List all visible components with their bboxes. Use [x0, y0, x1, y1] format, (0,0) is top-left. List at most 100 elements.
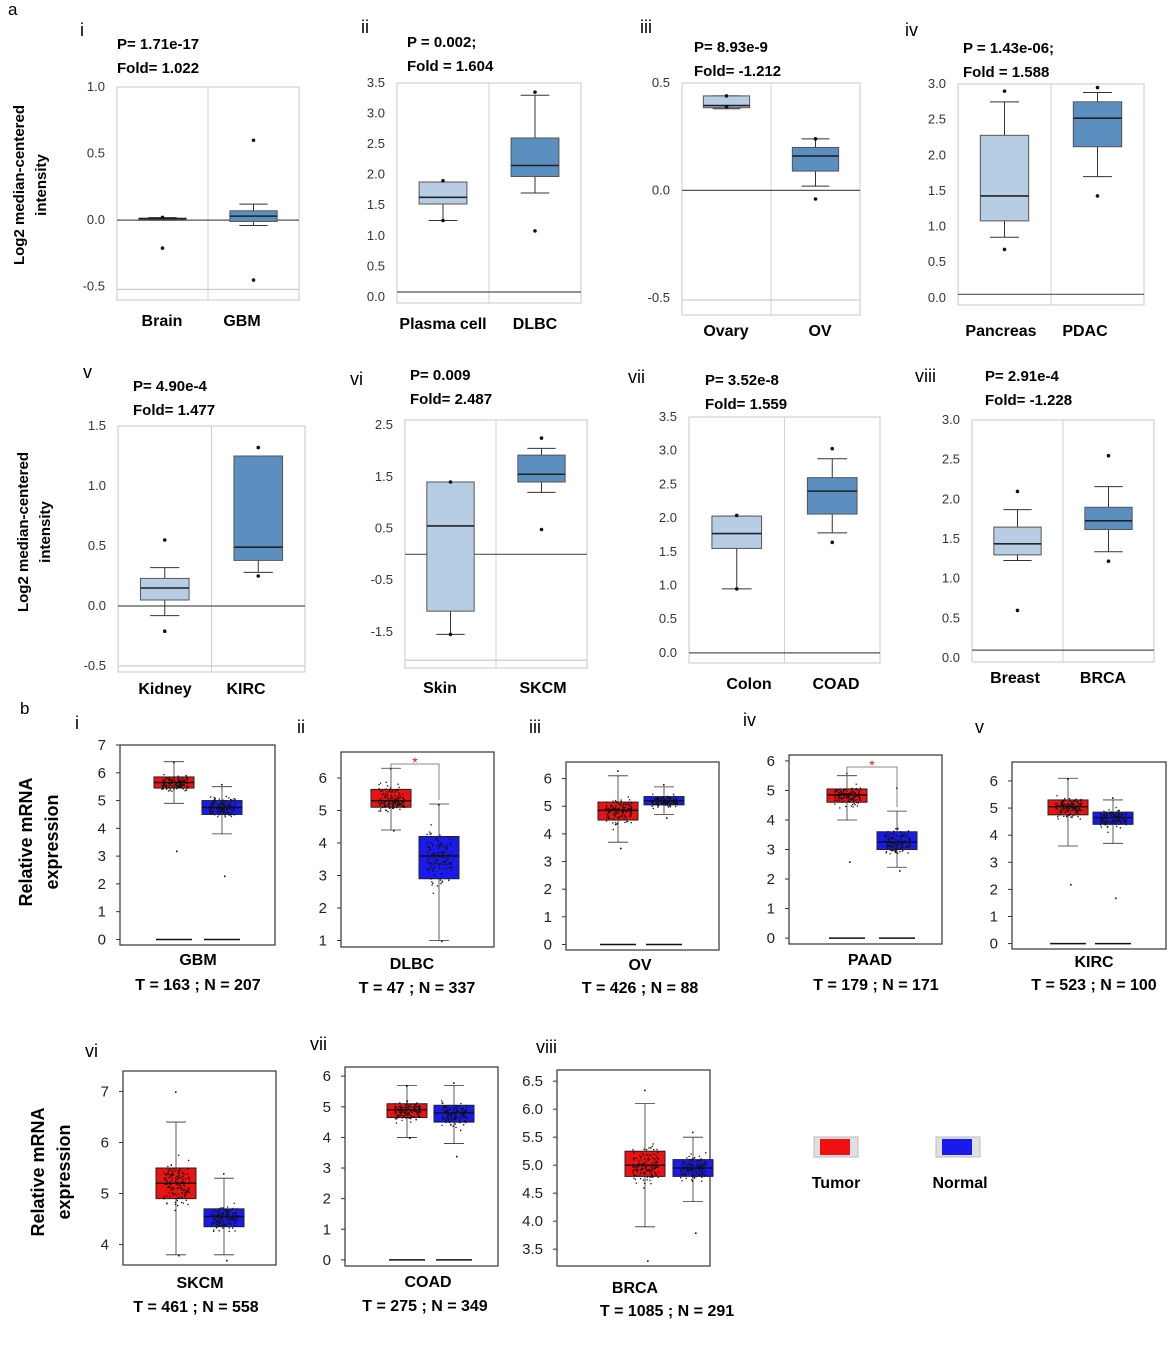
data-point: [234, 802, 237, 804]
category-label: BRCA: [1080, 670, 1127, 687]
data-point: [1075, 800, 1077, 803]
data-point: [670, 797, 672, 799]
data-point: [169, 1167, 171, 1170]
data-point: [655, 797, 657, 799]
panel-letter-b: b: [20, 699, 29, 718]
data-point: [226, 809, 228, 811]
data-point: [177, 1187, 179, 1189]
data-point: [649, 1169, 651, 1172]
data-point: [465, 1111, 467, 1113]
data-point: [178, 1154, 180, 1156]
data-point: [1113, 819, 1116, 821]
data-point: [236, 1215, 238, 1218]
data-point: [455, 1115, 457, 1117]
data-point: [433, 853, 436, 855]
data-point: [700, 1164, 703, 1166]
data-point: [857, 802, 860, 804]
data-point: [380, 808, 382, 810]
data-point: [1056, 804, 1058, 807]
data-point: [1072, 815, 1074, 817]
data-point: [187, 1189, 189, 1191]
data-point: [635, 1182, 638, 1184]
data-point: [461, 1117, 463, 1119]
data-point: [884, 836, 887, 838]
significance-star: *: [869, 757, 875, 773]
data-point: [855, 783, 857, 785]
data-point: [187, 1203, 189, 1206]
data-point: [383, 802, 385, 805]
data-point: [183, 784, 185, 786]
data-point: [1100, 819, 1102, 821]
category-label: Skin: [423, 680, 457, 697]
data-point: [907, 852, 909, 854]
data-point: [1063, 797, 1066, 800]
data-point: [834, 794, 836, 796]
data-point: [1116, 818, 1118, 821]
data-point: [185, 774, 187, 777]
data-point: [179, 781, 181, 784]
data-point: [392, 796, 394, 799]
data-point: [415, 1103, 417, 1105]
y-tick-label: 1: [990, 908, 998, 925]
data-point: [446, 1109, 449, 1111]
data-point: [675, 802, 677, 805]
y-tick-label: 6: [544, 771, 552, 788]
data-point: [456, 1155, 458, 1158]
data-point: [1112, 816, 1114, 818]
y-tick-label: 3.5: [522, 1241, 543, 1258]
data-point: [218, 1213, 221, 1215]
data-point: [639, 1178, 642, 1180]
data-point: [234, 1214, 237, 1217]
data-point: [902, 844, 904, 846]
data-point: [418, 1104, 420, 1107]
data-point: [656, 1166, 658, 1168]
data-point: [380, 810, 382, 812]
data-point: [637, 1166, 640, 1168]
data-point: [436, 860, 438, 862]
data-point: [702, 1165, 704, 1168]
data-point: [612, 822, 614, 824]
data-point: [180, 1201, 183, 1204]
outlier-point: [1002, 247, 1007, 252]
data-point: [1117, 819, 1119, 821]
data-point: [610, 810, 612, 812]
data-point: [220, 807, 223, 809]
data-point: [410, 1106, 412, 1108]
data-point: [385, 781, 387, 784]
data-point: [394, 1106, 396, 1108]
data-point: [224, 875, 226, 878]
data-point: [1068, 809, 1070, 812]
y-tick-label: 7: [98, 737, 106, 754]
data-point: [450, 1114, 453, 1117]
data-point: [230, 1209, 232, 1212]
data-point: [889, 842, 891, 844]
data-point: [213, 1217, 215, 1219]
data-point: [663, 798, 665, 800]
data-point: [1109, 821, 1111, 823]
data-point: [183, 1185, 186, 1187]
data-point: [169, 779, 172, 781]
data-point: [432, 892, 434, 894]
data-point: [703, 1170, 706, 1173]
data-point: [220, 810, 222, 813]
y-tick-label: 2.0: [367, 167, 385, 182]
data-point: [630, 821, 632, 824]
data-point: [411, 1111, 413, 1114]
data-point: [1117, 819, 1119, 822]
legend-tumor-fill: [820, 1139, 850, 1155]
data-point: [849, 861, 851, 863]
y-tick-label: 5: [767, 782, 775, 799]
data-point: [466, 1116, 468, 1119]
data-point: [444, 847, 447, 850]
data-point: [403, 798, 405, 800]
data-point: [455, 1105, 457, 1107]
data-point: [1077, 801, 1079, 803]
data-point: [176, 1175, 178, 1178]
data-point: [848, 796, 850, 798]
data-point: [209, 807, 211, 810]
data-point: [407, 1112, 409, 1115]
data-point: [234, 1225, 236, 1227]
data-point: [398, 786, 400, 789]
data-point: [640, 1155, 642, 1157]
